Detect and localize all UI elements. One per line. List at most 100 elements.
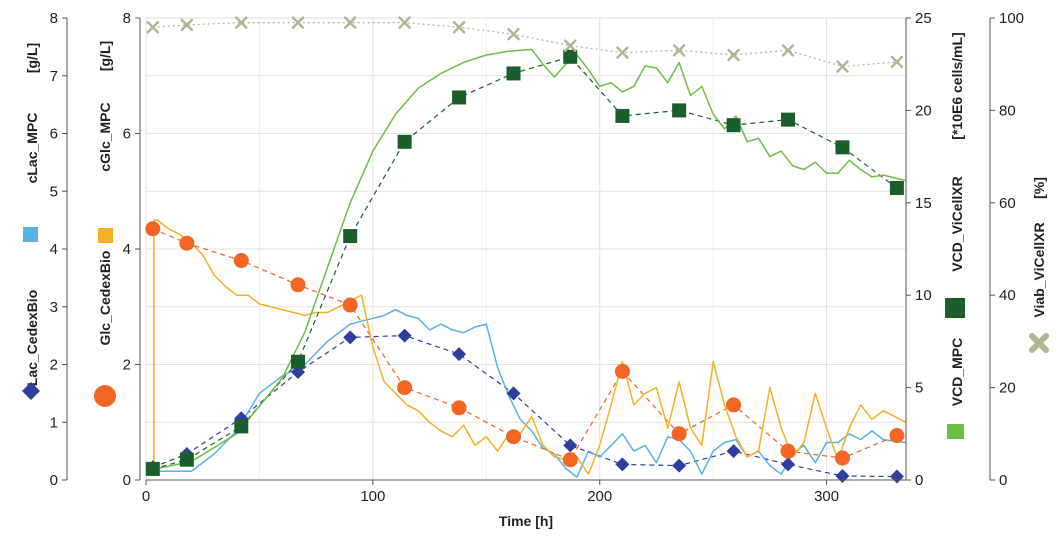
viab-legend-x <box>1029 333 1049 353</box>
data-point-Lac_CedexBio <box>452 347 467 362</box>
vcd-mpc-legend-swatch <box>947 424 964 439</box>
vcd-tick-label: 25 <box>915 10 932 27</box>
glc-tick-label: 6 <box>123 126 131 143</box>
data-point-Glc_CedexBio <box>834 450 850 466</box>
viab-tick-label: 20 <box>999 380 1016 397</box>
vcd-axis-title-1: VCD_MPC <box>949 338 965 406</box>
data-point-Glc_CedexBio <box>562 452 578 468</box>
vcd-tick-label: 15 <box>915 195 932 212</box>
glc-axis-title-2: cGlc_MPC <box>97 102 113 171</box>
data-point-Lac_CedexBio <box>726 444 741 459</box>
data-point-VCD_ViCellXR <box>672 103 687 118</box>
lac-tick-label: 0 <box>50 472 58 489</box>
glc-tick-label: 4 <box>123 241 131 258</box>
data-point-Viab_ViCellXR <box>727 48 740 62</box>
series-markers <box>145 16 905 484</box>
x-tick-label: 0 <box>142 488 150 505</box>
data-point-Glc_CedexBio <box>780 443 796 459</box>
data-point-Glc_CedexBio <box>614 363 630 379</box>
glc-tick-label: 0 <box>123 472 131 489</box>
vcd-tick-label: 0 <box>915 472 923 489</box>
vcd-vicell-legend-square <box>945 298 965 318</box>
data-point-Glc_CedexBio <box>290 277 306 293</box>
data-point-Lac_CedexBio <box>615 457 630 472</box>
viab-axis-title: Viab_ViCellXR <box>1031 222 1047 317</box>
data-point-Lac_CedexBio <box>672 458 687 473</box>
data-point-Lac_CedexBio <box>835 468 850 483</box>
glc-tick-label: 8 <box>123 10 131 27</box>
data-point-VCD_ViCellXR <box>291 354 305 369</box>
data-point-VCD_ViCellXR <box>726 118 741 133</box>
data-point-Viab_ViCellXR <box>452 20 466 34</box>
data-point-VCD_ViCellXR <box>397 134 412 149</box>
series-line-Glc_CedexBio <box>152 228 898 461</box>
glc-legend-circle <box>94 385 116 407</box>
data-point-Viab_ViCellXR <box>563 39 577 52</box>
data-point-Viab_ViCellXR <box>291 16 305 29</box>
data-point-Glc_CedexBio <box>145 221 161 237</box>
lac-legend-diamond <box>22 382 40 400</box>
lac-axis-unit: [g/L] <box>24 43 40 73</box>
data-point-Glc_CedexBio <box>342 297 358 313</box>
lac-axis-title-1: Lac_CedexBio <box>24 290 40 386</box>
data-point-VCD_ViCellXR <box>781 112 796 127</box>
lac-tick-label: 4 <box>50 241 58 258</box>
x-tick-label: 100 <box>360 488 385 505</box>
lac-axis-title-2: cLac_MPC <box>24 113 40 184</box>
vcd-axis-unit: [*10E6 cells/mL] <box>949 32 965 139</box>
viab-tick-label: 0 <box>999 472 1007 489</box>
lac-tick-label: 6 <box>50 126 58 143</box>
data-point-VCD_ViCellXR <box>145 461 160 476</box>
data-point-Viab_ViCellXR <box>146 20 160 34</box>
data-point-Glc_CedexBio <box>179 235 195 251</box>
data-point-Viab_ViCellXR <box>180 18 194 32</box>
data-point-VCD_ViCellXR <box>179 452 194 467</box>
vcd-tick-label: 20 <box>915 102 932 119</box>
lac-tick-label: 2 <box>50 357 58 374</box>
data-point-Viab_ViCellXR <box>235 16 248 29</box>
viab-axis-unit: [%] <box>1031 177 1047 199</box>
data-point-VCD_ViCellXR <box>835 140 850 155</box>
axis-titles: Time [h] Lac_CedexBio cLac_MPC [g/L] Glc… <box>22 32 1049 529</box>
data-point-VCD_ViCellXR <box>343 229 358 244</box>
data-point-Lac_CedexBio <box>506 386 521 401</box>
viab-tick-label: 60 <box>999 195 1016 212</box>
x-tick-label: 300 <box>814 488 839 505</box>
lac-tick-label: 7 <box>50 68 58 85</box>
data-point-VCD_ViCellXR <box>889 181 904 196</box>
data-point-Glc_CedexBio <box>726 397 742 413</box>
lac-tick-label: 3 <box>50 299 58 316</box>
cGlc-legend-swatch <box>98 228 113 243</box>
data-point-Glc_CedexBio <box>233 253 249 269</box>
series-line-VCD_MPC <box>145 48 907 472</box>
glc-axis-unit: [g/L] <box>97 41 113 71</box>
data-point-VCD_ViCellXR <box>452 90 467 105</box>
viab-tick-label: 40 <box>999 287 1016 304</box>
cLac-legend-swatch <box>23 227 38 242</box>
data-point-VCD_ViCellXR <box>234 419 249 434</box>
chart-axes: 0 100 200 300012345678024680510152025020406… <box>50 10 1024 505</box>
data-point-Lac_CedexBio <box>563 438 578 453</box>
data-point-Viab_ViCellXR <box>781 44 795 57</box>
glc-axis-title-1: Glc_CedexBio <box>97 251 113 346</box>
data-point-Viab_ViCellXR <box>672 44 686 57</box>
data-point-VCD_ViCellXR <box>615 108 630 123</box>
data-point-Viab_ViCellXR <box>616 46 629 59</box>
data-point-Lac_CedexBio <box>397 328 412 343</box>
data-point-Viab_ViCellXR <box>836 60 849 73</box>
viab-tick-label: 80 <box>999 102 1016 119</box>
lac-tick-label: 5 <box>50 183 58 200</box>
data-point-VCD_ViCellXR <box>563 49 578 64</box>
x-axis-title: Time [h] <box>499 513 553 529</box>
viab-tick-label: 100 <box>999 10 1024 27</box>
data-point-Viab_ViCellXR <box>343 16 357 29</box>
x-tick-label: 200 <box>587 488 612 505</box>
data-point-VCD_ViCellXR <box>506 66 521 81</box>
data-point-Glc_CedexBio <box>506 429 522 445</box>
vcd-tick-label: 10 <box>915 287 932 304</box>
data-point-Viab_ViCellXR <box>507 27 520 41</box>
data-point-Lac_CedexBio <box>781 457 796 472</box>
data-point-Viab_ViCellXR <box>890 55 904 69</box>
data-point-Lac_CedexBio <box>343 330 358 345</box>
